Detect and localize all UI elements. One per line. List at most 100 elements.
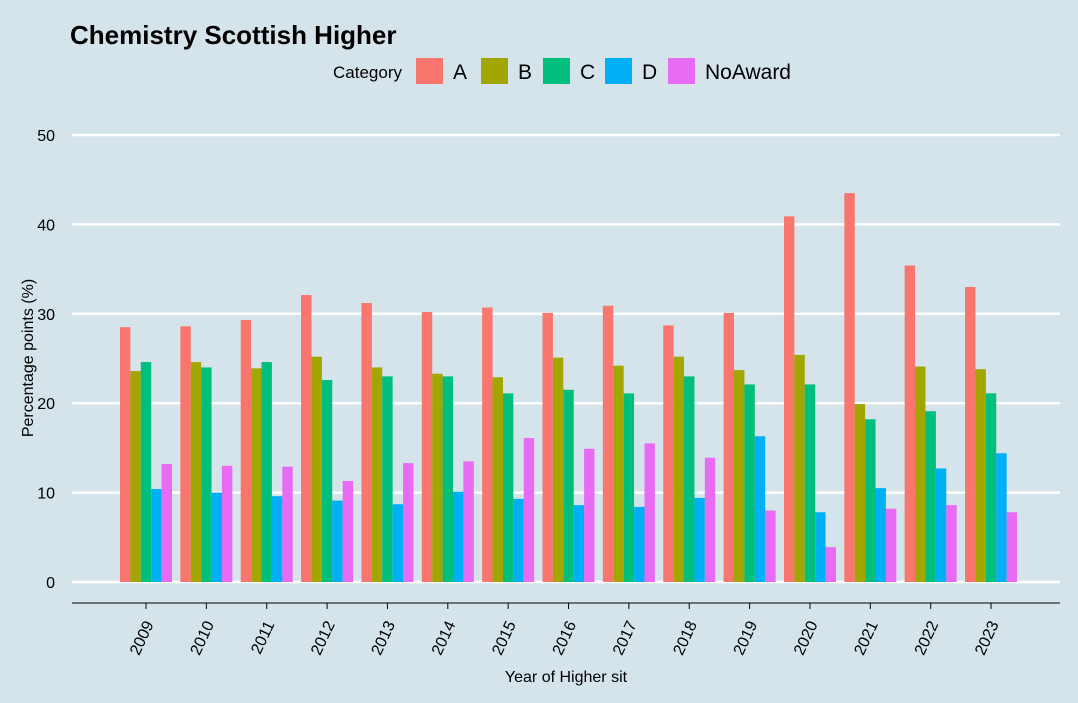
bar-D-2009 [151,489,162,582]
bar-NoAward-2021 [885,508,897,582]
bar-B-2015 [492,377,503,582]
legend-key-C [543,58,570,84]
bar-NoAward-2015 [523,438,535,582]
y-tick-label: 30 [37,307,55,324]
bar-NoAward-2023 [1006,512,1018,582]
bar-B-2014 [432,373,443,582]
legend-key-A [416,58,443,84]
bar-B-2016 [552,357,564,582]
bar-A-2011 [240,320,252,582]
legend: Category A B C D NoAward [333,58,791,84]
bar-A-2020 [783,216,795,582]
x-tick-label-2013: 2013 [369,618,399,658]
bar-C-2010 [201,367,212,582]
bar-D-2018 [694,497,705,582]
y-axis-title: Percentage points (%) [20,279,37,437]
legend-key-D [605,58,632,84]
bar-C-2017 [623,393,635,582]
x-tick-label-2016: 2016 [550,618,580,658]
bar-D-2014 [453,491,464,582]
bar-B-2012 [311,356,322,582]
x-tick-label-2015: 2015 [489,618,519,658]
legend-label-B: B [518,61,532,84]
bar-NoAward-2019 [765,510,776,582]
bar-A-2016 [542,312,553,582]
y-tick-label: 0 [46,575,55,592]
bar-A-2022 [904,265,916,582]
y-tick-label: 50 [37,128,55,145]
bar-NoAward-2010 [221,465,233,582]
bars [120,193,1018,583]
bar-B-2009 [130,371,141,582]
x-tick-label-2017: 2017 [610,618,640,658]
bar-A-2012 [301,295,312,582]
legend-label-NoAward: NoAward [705,61,791,84]
bar-A-2009 [120,327,131,582]
bar-NoAward-2013 [403,463,414,582]
bar-C-2018 [684,376,695,582]
bar-B-2013 [371,367,383,582]
legend-key-NoAward [668,58,695,84]
bar-D-2010 [211,492,222,582]
bar-NoAward-2014 [463,461,474,582]
bar-D-2017 [634,506,645,582]
bar-C-2015 [502,393,514,582]
bar-C-2021 [865,419,876,582]
bar-NoAward-2016 [584,448,595,582]
bar-A-2010 [180,326,191,582]
legend-title: Category [333,63,402,82]
bar-B-2019 [734,370,745,582]
bar-A-2013 [361,303,372,582]
bar-A-2017 [602,305,614,582]
x-tick-label-2012: 2012 [308,618,338,658]
bar-D-2011 [271,496,283,582]
bar-C-2019 [744,384,755,582]
x-tick-label-2022: 2022 [912,618,942,658]
chart-title: Chemistry Scottish Higher [70,20,397,50]
x-tick-label-2021: 2021 [851,618,881,658]
x-tick-label-2010: 2010 [188,618,218,658]
bar-NoAward-2012 [342,480,354,582]
bar-NoAward-2009 [161,463,172,582]
x-tick-label-2014: 2014 [429,618,459,658]
bar-B-2020 [794,354,805,582]
bar-D-2021 [875,488,886,582]
x-axis: 2009 2010 2011 2012 2013 2014 2015 2016 2017 2018… [72,602,1060,658]
bar-B-2011 [251,368,262,582]
legend-label-C: C [580,61,595,84]
bar-A-2018 [663,325,674,582]
bar-NoAward-2018 [704,457,716,582]
bar-D-2019 [754,436,766,582]
bar-B-2017 [613,365,624,582]
bar-B-2023 [975,369,986,582]
bar-D-2022 [935,468,947,582]
legend-label-D: D [642,61,657,84]
x-tick-label-2023: 2023 [972,618,1002,658]
bar-C-2022 [925,411,936,582]
bar-C-2020 [804,384,816,582]
bar-D-2020 [815,512,826,582]
bar-A-2023 [965,286,976,582]
bar-D-2015 [513,498,524,582]
bar-A-2014 [421,312,433,582]
x-tick-label-2018: 2018 [670,618,700,658]
y-tick-label: 40 [37,217,55,234]
bar-B-2021 [854,404,866,582]
x-tick-label-2009: 2009 [127,618,157,658]
legend-key-B [481,58,508,84]
y-axis: 0 10 20 30 40 50 [37,128,55,592]
bar-C-2016 [563,389,574,582]
bar-C-2013 [382,376,393,582]
bar-NoAward-2011 [282,466,293,582]
legend-label-A: A [453,61,467,84]
bar-D-2012 [332,500,343,582]
y-tick-label: 10 [37,486,55,503]
x-tick-label-2011: 2011 [248,618,278,656]
bar-D-2023 [996,453,1007,582]
bar-B-2022 [915,366,926,582]
bar-A-2015 [482,307,493,582]
x-tick-label-2020: 2020 [791,618,821,658]
bar-A-2019 [723,312,734,582]
bar-B-2018 [673,356,685,582]
